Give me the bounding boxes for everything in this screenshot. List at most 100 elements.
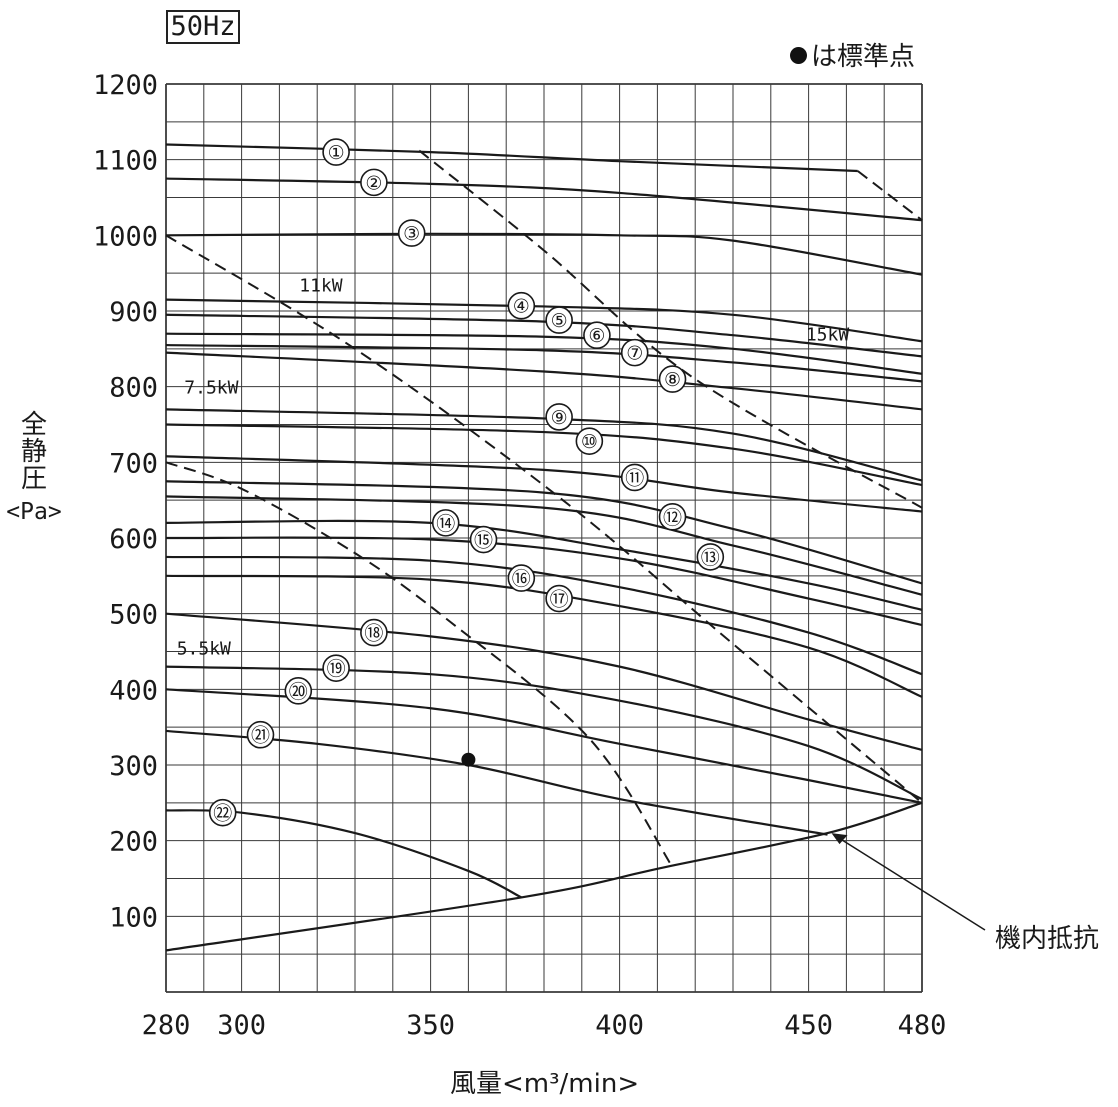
curve-label-circle bbox=[545, 306, 573, 334]
x-tick-label: 300 bbox=[217, 1010, 266, 1041]
performance-curve-10 bbox=[165, 423, 923, 487]
performance-curve-17 bbox=[165, 574, 923, 698]
y-axis-label-line: 全 bbox=[20, 410, 47, 440]
curve-label-circle bbox=[322, 138, 350, 166]
curve-label-circle bbox=[284, 677, 313, 705]
frequency-badge: 50Hz bbox=[166, 10, 240, 44]
x-tick-label: 450 bbox=[784, 1010, 833, 1041]
curve-label-circle bbox=[658, 365, 687, 393]
performance-curve-機内抵抗 bbox=[165, 801, 923, 952]
curve-label-circle bbox=[322, 654, 350, 682]
axis-ticks: 100 200 300 400 500 600 700 800 900 1000 1100 1200 2… bbox=[93, 70, 946, 1041]
performance-curve-18 bbox=[165, 612, 923, 751]
boundary-label-text: 5.5kW bbox=[177, 639, 231, 660]
x-tick-label: 400 bbox=[595, 1010, 644, 1041]
y-tick-label: 500 bbox=[109, 600, 158, 631]
curve-label: ⑭ bbox=[436, 513, 455, 535]
x-axis-label: 風量<m³/min> bbox=[450, 1069, 640, 1099]
boundary-line-7-5kw bbox=[165, 234, 923, 804]
annotation-leader-line bbox=[837, 836, 986, 931]
performance-curve-12 bbox=[165, 480, 923, 585]
curve-label-circle bbox=[583, 321, 611, 350]
curve-label-circle bbox=[658, 503, 687, 531]
curve-label-circle bbox=[507, 291, 536, 320]
boundary-label: 7.5kW bbox=[184, 378, 238, 399]
boundary-line-11kw bbox=[418, 149, 923, 509]
curve-label-circle bbox=[431, 509, 460, 537]
filled-circle-icon bbox=[790, 47, 807, 64]
y-axis-unit: <Pa> bbox=[6, 499, 62, 525]
performance-curve-15 bbox=[165, 536, 923, 627]
performance-curve-2 bbox=[165, 177, 923, 222]
y-tick-label: 200 bbox=[109, 827, 158, 858]
curve-label: ⑮ bbox=[474, 530, 493, 552]
curve-label: ⑩ bbox=[581, 431, 598, 453]
performance-curve-19 bbox=[165, 665, 923, 801]
curve-label: ㉒ bbox=[213, 803, 232, 825]
curve-label: ⑦ bbox=[626, 343, 643, 365]
y-tick-label: 1100 bbox=[93, 146, 158, 177]
boundary-label: 15kW bbox=[806, 325, 850, 346]
boundary-label-text: 15kW bbox=[806, 325, 850, 346]
curve-label: ⑪ bbox=[625, 467, 644, 489]
boundary-label-text: 7.5kW bbox=[184, 378, 238, 399]
y-tick-label: 1000 bbox=[93, 221, 158, 252]
power-boundaries: 5.5kW 7.5kW 11kW 15kW bbox=[165, 149, 923, 868]
curve-label-circle bbox=[360, 168, 388, 197]
curve-label: ⑤ bbox=[551, 310, 568, 332]
y-axis-label-line: 静 bbox=[20, 437, 47, 467]
y-tick-label: 900 bbox=[109, 297, 158, 328]
performance-curve-6 bbox=[165, 332, 923, 375]
curve-label: ③ bbox=[403, 223, 420, 245]
curve-label: ② bbox=[365, 172, 382, 194]
standard-point-note: は標準点 bbox=[811, 42, 916, 72]
curve-label-circle bbox=[575, 427, 604, 455]
annotation-arrowhead bbox=[831, 833, 848, 845]
performance-curves bbox=[165, 143, 923, 952]
curve-label: ㉑ bbox=[251, 725, 270, 747]
performance-curve-1 bbox=[165, 143, 858, 173]
curve-label: ⑥ bbox=[588, 325, 605, 347]
curve-label-circle bbox=[545, 584, 573, 613]
performance-curve-4 bbox=[165, 298, 923, 343]
performance-curve-3 bbox=[165, 232, 923, 276]
curve-label: ⑫ bbox=[663, 507, 682, 529]
boundary-label: 11kW bbox=[299, 276, 343, 297]
markers bbox=[461, 752, 986, 931]
curve-label: ⑧ bbox=[664, 369, 681, 391]
curve-label: ⑰ bbox=[550, 589, 569, 611]
performance-curve-14 bbox=[165, 519, 923, 611]
curve-label-circle bbox=[246, 720, 275, 749]
x-tick-label: 350 bbox=[406, 1010, 455, 1041]
boundary-label: 5.5kW bbox=[177, 639, 231, 660]
curve-label: ⑲ bbox=[327, 658, 346, 680]
performance-curve-7 bbox=[165, 343, 923, 383]
standard-point-legend: は標準点 bbox=[790, 36, 915, 73]
x-tick-label: 480 bbox=[898, 1010, 947, 1041]
curve-label: ④ bbox=[513, 296, 530, 318]
boundary-line-5-5kw bbox=[165, 461, 674, 868]
curve-label-circle bbox=[469, 525, 498, 554]
y-tick-label: 100 bbox=[109, 902, 158, 933]
performance-curve-8 bbox=[165, 351, 923, 411]
performance-curve-16 bbox=[165, 555, 923, 676]
boundary-label-text: 11kW bbox=[299, 276, 343, 297]
curve-label-circle bbox=[397, 219, 426, 247]
y-axis-label-line: 圧 bbox=[20, 464, 47, 494]
boundary-line-15kw bbox=[857, 170, 923, 221]
curve-label-circle bbox=[545, 403, 573, 431]
curve-label: ⑳ bbox=[289, 681, 308, 703]
curve-label-circle bbox=[620, 463, 649, 492]
curve-label-circle bbox=[507, 564, 536, 592]
x-tick-label: 280 bbox=[142, 1010, 191, 1041]
standard-point-marker bbox=[461, 752, 476, 767]
y-axis-label: 全 静 圧 <Pa> bbox=[4, 412, 64, 526]
performance-curve-13 bbox=[165, 495, 923, 596]
machine-resistance-annotation: 機内抵抗 bbox=[995, 924, 1100, 954]
curve-label: ⑬ bbox=[701, 547, 720, 569]
y-tick-label: 400 bbox=[109, 675, 158, 706]
performance-curve-11 bbox=[165, 455, 923, 513]
performance-curve-5 bbox=[165, 313, 923, 358]
